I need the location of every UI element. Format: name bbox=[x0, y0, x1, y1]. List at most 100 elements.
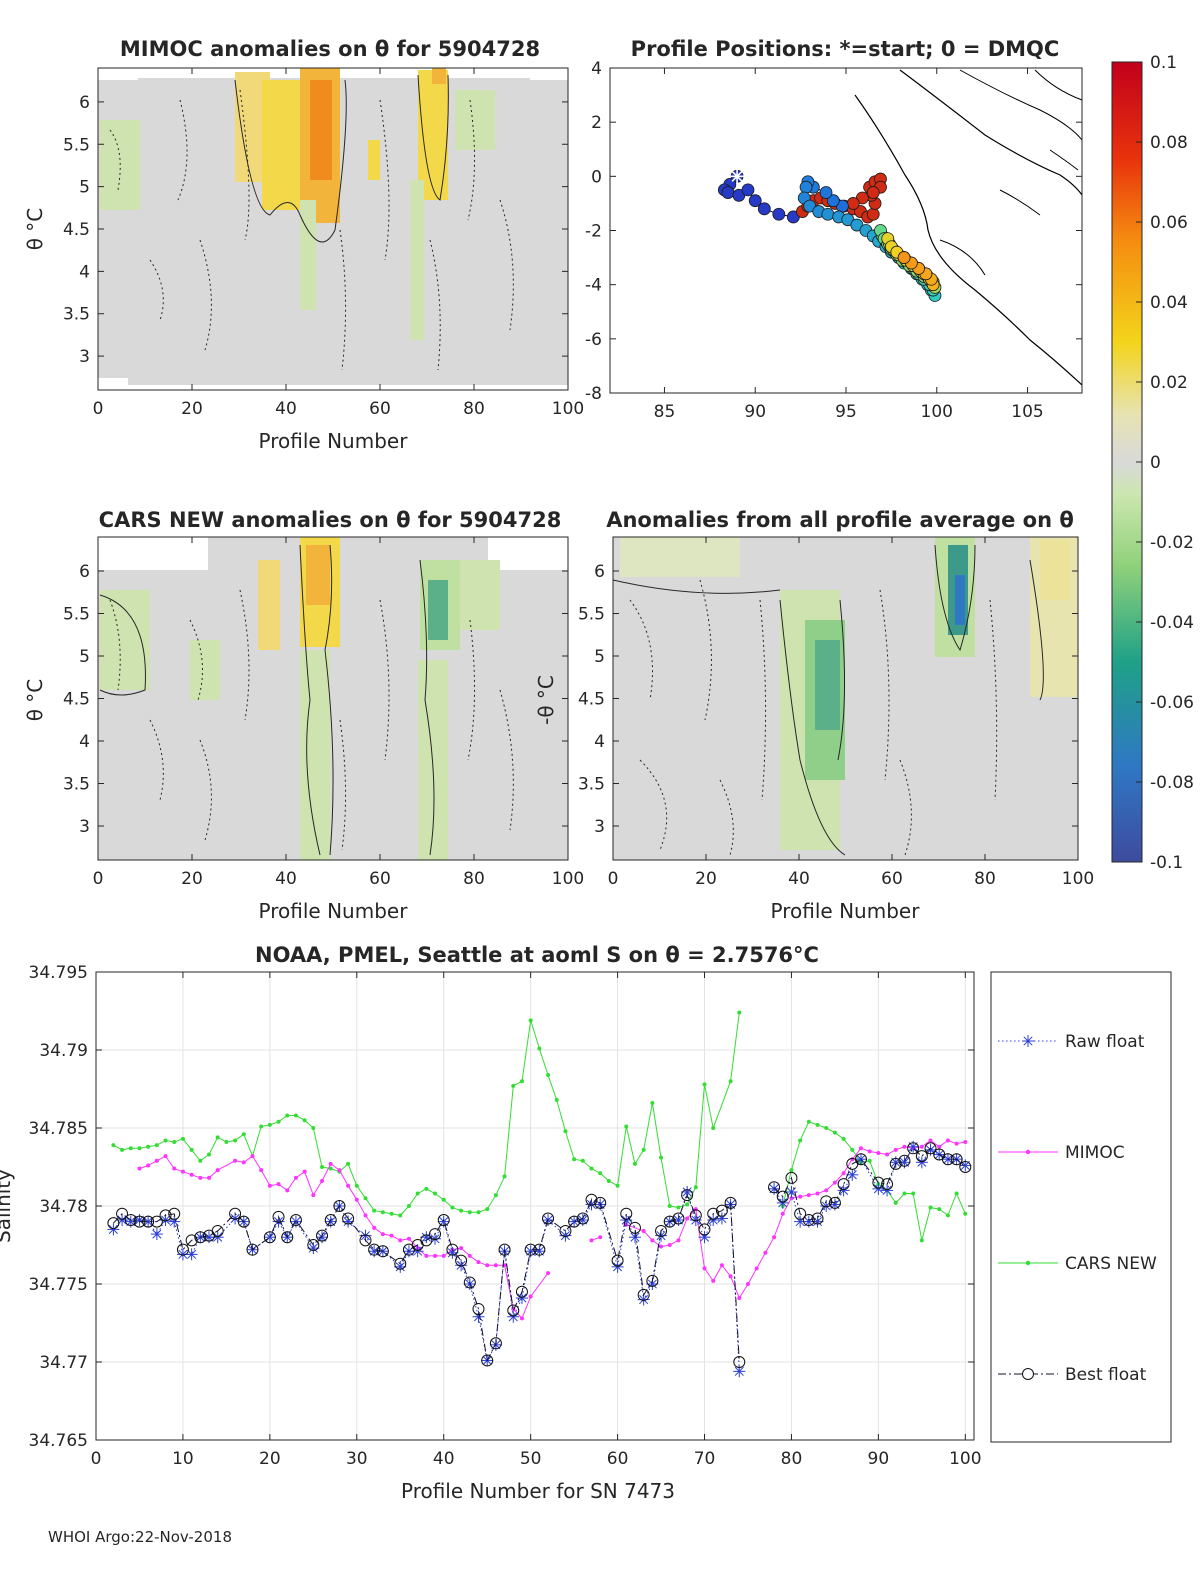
y-tick-label: 34.79 bbox=[39, 1041, 88, 1061]
colorbar-tick-label: -0.06 bbox=[1150, 693, 1194, 713]
best-float-point bbox=[489, 1337, 502, 1350]
raw-float-point bbox=[263, 1231, 276, 1244]
profile-position-point bbox=[866, 207, 880, 221]
mimoc-point bbox=[659, 1244, 664, 1249]
best-float-point-ring bbox=[489, 1337, 502, 1350]
raw-float-point bbox=[689, 1214, 702, 1227]
cars-new-point bbox=[711, 1126, 716, 1130]
mimoc-point bbox=[519, 1316, 524, 1321]
colorbar-tick-label: 0.04 bbox=[1150, 293, 1188, 313]
y-tick-label: 3 bbox=[79, 347, 90, 367]
mimoc-point bbox=[598, 1235, 603, 1240]
best-float-point bbox=[854, 1153, 867, 1166]
best-float-point-ring bbox=[785, 1171, 798, 1184]
best-float-point-ring bbox=[229, 1207, 242, 1220]
cars-new-point bbox=[928, 1205, 933, 1210]
best-float-point-ring bbox=[663, 1215, 676, 1228]
x-tick-label: 85 bbox=[654, 402, 676, 422]
best-float-point bbox=[324, 1214, 337, 1227]
cars-new-point bbox=[841, 1136, 846, 1141]
best-float-point bbox=[672, 1212, 685, 1225]
cars-new-point bbox=[546, 1072, 551, 1077]
x-tick-label: 0 bbox=[608, 869, 619, 889]
cars-new-point bbox=[424, 1186, 429, 1191]
mimoc-point bbox=[702, 1266, 707, 1271]
best-float-point bbox=[663, 1215, 676, 1228]
best-float-point-ring bbox=[802, 1214, 815, 1227]
cars-new-point bbox=[198, 1158, 203, 1163]
x-tick-label: 40 bbox=[275, 869, 297, 889]
best-float-point bbox=[628, 1221, 641, 1234]
raw-float-point bbox=[837, 1184, 850, 1197]
best-float-point-ring bbox=[455, 1254, 468, 1267]
profile-position-point bbox=[897, 251, 911, 264]
best-float-point-ring bbox=[872, 1176, 885, 1189]
best-float-point bbox=[168, 1207, 181, 1220]
best-float-point-ring bbox=[359, 1234, 372, 1247]
x-tick-label: 70 bbox=[694, 1449, 716, 1469]
best-float-point-ring bbox=[898, 1154, 911, 1167]
cars-new-point bbox=[624, 1124, 629, 1129]
salinity-panel: NOAA, PMEL, Seattle at aoml S on θ = 2.7… bbox=[0, 943, 982, 1503]
x-tick-label: 60 bbox=[369, 399, 391, 419]
raw-float-point-stroke bbox=[360, 1231, 371, 1241]
cars-new-point bbox=[450, 1205, 455, 1210]
cars-new-point bbox=[398, 1213, 403, 1218]
allavg-title: Anomalies from all profile average on θ bbox=[606, 508, 1074, 532]
salinity-series bbox=[107, 1010, 972, 1378]
best-float-point bbox=[776, 1190, 789, 1203]
cars-new-point bbox=[693, 1185, 698, 1190]
raw-float-point bbox=[107, 1223, 120, 1236]
cars-new-point bbox=[363, 1196, 368, 1201]
cars-new-point bbox=[850, 1147, 855, 1152]
raw-float-point-stroke bbox=[943, 1154, 953, 1164]
mimoc-point bbox=[441, 1253, 446, 1258]
best-float-point bbox=[229, 1207, 242, 1220]
raw-float-point-stroke bbox=[682, 1187, 692, 1197]
cars-ylabel: θ °C bbox=[23, 679, 47, 722]
legend-marker bbox=[1025, 1149, 1031, 1155]
cars-new-point bbox=[320, 1165, 325, 1169]
mimoc-point bbox=[641, 1228, 646, 1233]
cars-new-point bbox=[580, 1158, 585, 1163]
mimoc-point bbox=[841, 1171, 846, 1176]
mimoc-point bbox=[467, 1253, 472, 1258]
cars-new-point bbox=[537, 1046, 542, 1051]
raw-float-point-stroke bbox=[508, 1312, 518, 1322]
mimoc-point bbox=[241, 1160, 246, 1165]
cars-new-point bbox=[259, 1124, 264, 1129]
y-tick-label: -6 bbox=[585, 330, 602, 350]
best-float-point-ring bbox=[107, 1217, 120, 1230]
best-float-point-ring bbox=[376, 1245, 389, 1258]
x-tick-label: 20 bbox=[181, 399, 203, 419]
best-float-point-ring bbox=[941, 1153, 954, 1166]
cars-new-point bbox=[502, 1174, 507, 1179]
raw-float-point-stroke bbox=[778, 1198, 788, 1208]
best-float-point bbox=[802, 1214, 815, 1227]
best-float-point-ring bbox=[472, 1302, 485, 1315]
x-tick-label: 100 bbox=[949, 1449, 981, 1469]
raw-float-point bbox=[515, 1292, 528, 1305]
mimoc-point bbox=[893, 1147, 898, 1152]
footer-credit: WHOI Argo:22-Nov-2018 bbox=[48, 1528, 232, 1546]
raw-float-point-stroke bbox=[917, 1157, 927, 1167]
best-float-point-ring bbox=[698, 1223, 711, 1236]
allavg-axis-ticks: 0 20 40 60 80 100 3 3.5 4 4.5 5 5.5 6 bbox=[578, 537, 1094, 889]
best-float-point-ring bbox=[281, 1231, 294, 1244]
allavg-heatmap-field bbox=[612, 537, 1078, 860]
best-float-point-ring bbox=[429, 1228, 442, 1241]
cars-new-point bbox=[467, 1210, 472, 1215]
best-float-point bbox=[733, 1356, 746, 1368]
y-tick-label: 4 bbox=[591, 59, 602, 79]
best-float-point bbox=[941, 1153, 954, 1166]
x-tick-label: 0 bbox=[91, 1449, 102, 1469]
cars-new-point bbox=[667, 1204, 672, 1208]
best-float-point bbox=[142, 1215, 155, 1228]
profile-position-point bbox=[772, 207, 786, 221]
x-tick-label: 20 bbox=[695, 869, 717, 889]
allavg-xlabel: Profile Number bbox=[771, 899, 921, 923]
mimoc-series bbox=[137, 1138, 968, 1321]
salinity-title: NOAA, PMEL, Seattle at aoml S on θ = 2.7… bbox=[255, 943, 819, 967]
mimoc-point bbox=[372, 1225, 377, 1230]
